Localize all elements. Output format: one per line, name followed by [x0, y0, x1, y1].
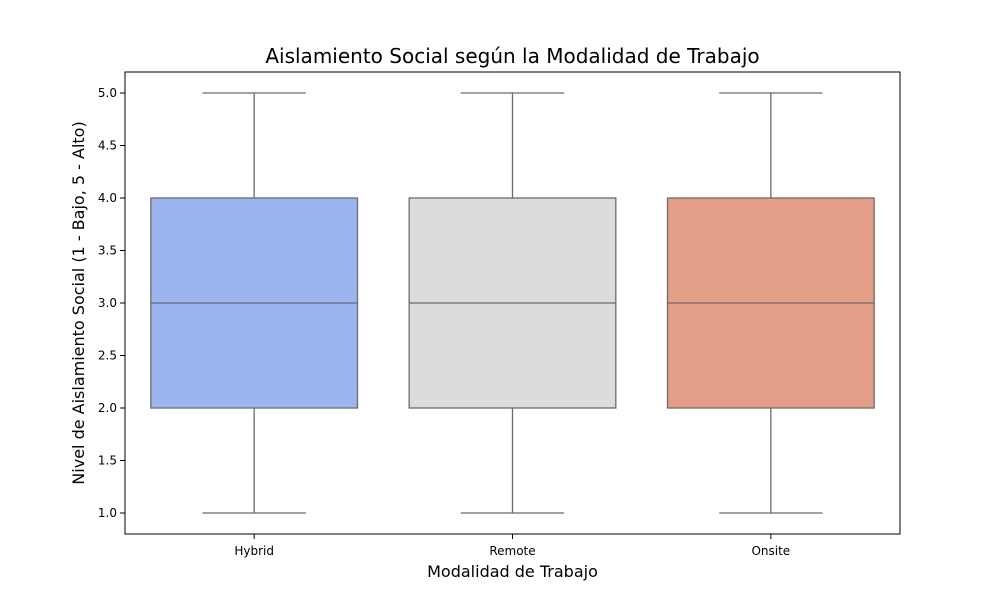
- chart-title: Aislamiento Social según la Modalidad de…: [265, 44, 759, 68]
- y-tick-label: 2.0: [98, 401, 117, 415]
- plot-area: 1.0 1.5 2.0 2.5 3.0 3.5 4.0 4.5 5.0 Hybrid Remote…: [98, 71, 901, 558]
- y-tick-label: 2.5: [98, 349, 117, 363]
- box-series: [150, 92, 875, 514]
- y-tick-label: 1.0: [98, 506, 117, 520]
- box-group-remote: [408, 92, 617, 514]
- box-group-hybrid: [150, 92, 359, 514]
- y-axis-label: Nivel de Aislamiento Social (1 - Bajo, 5…: [69, 121, 88, 484]
- x-tick-label: Onsite: [751, 544, 790, 558]
- y-tick-label: 4.5: [98, 139, 117, 153]
- y-tick-label: 3.0: [98, 296, 117, 310]
- y-tick-label: 3.5: [98, 244, 117, 258]
- x-tick-label: Remote: [489, 544, 535, 558]
- x-axis-label: Modalidad de Trabajo: [427, 562, 598, 581]
- y-tick-label: 1.5: [98, 454, 117, 468]
- box-group-onsite: [666, 92, 875, 514]
- x-axis-ticks: Hybrid Remote Onsite: [234, 534, 790, 558]
- y-axis-ticks: 1.0 1.5 2.0 2.5 3.0 3.5 4.0 4.5 5.0: [98, 86, 125, 520]
- y-tick-label: 5.0: [98, 86, 117, 100]
- y-tick-label: 4.0: [98, 191, 117, 205]
- x-tick-label: Hybrid: [234, 544, 274, 558]
